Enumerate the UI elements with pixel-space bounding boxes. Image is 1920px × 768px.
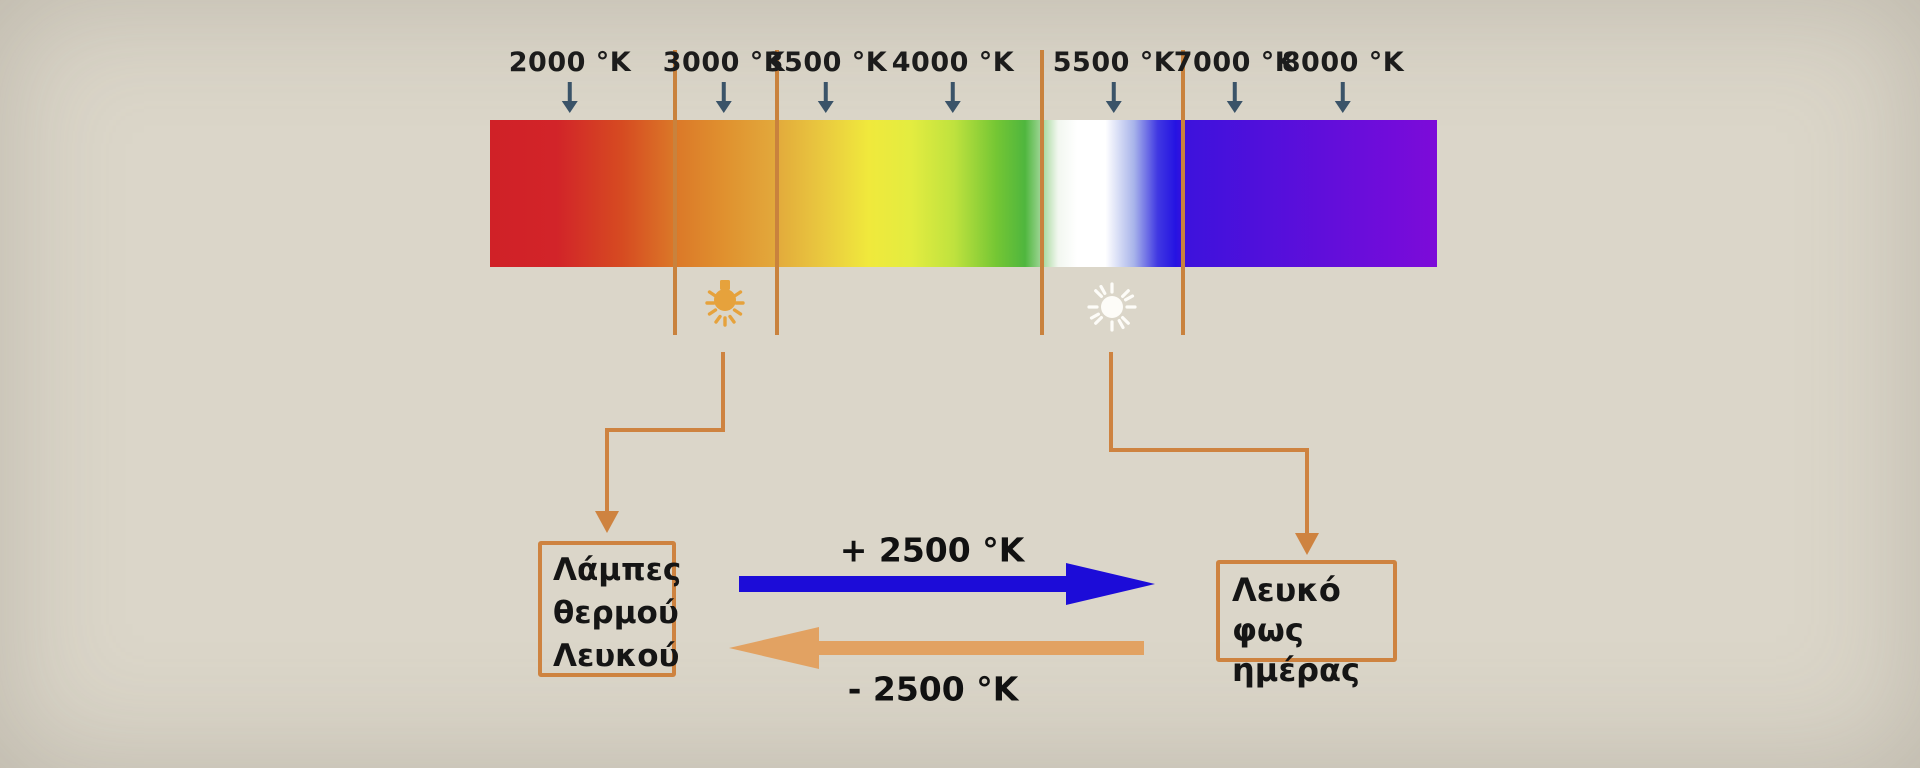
down-arrow-icon	[1106, 82, 1122, 113]
reference-line-3000k-left	[673, 50, 677, 335]
down-arrow-icon	[562, 82, 578, 113]
increase-arrow-shaft	[739, 576, 1069, 592]
warm-box-line-2: θερμού	[553, 595, 679, 631]
temperature-gradient-bar	[490, 120, 1437, 267]
tick-7000k: 7000 °K	[1174, 46, 1296, 113]
reference-line-5500k-right	[1181, 50, 1185, 335]
daylight-box-line-2: ημέρας	[1232, 651, 1360, 689]
connector-warm-vertical-bottom	[605, 428, 609, 512]
tick-8000k: 8000 °K	[1282, 46, 1404, 113]
reference-line-3000k-right	[775, 50, 779, 335]
connector-warm-horizontal	[605, 428, 725, 432]
tick-label-4000k: 4000 °K	[891, 47, 1015, 78]
reference-line-5500k-left	[1040, 50, 1044, 335]
down-arrow-icon	[1335, 82, 1351, 113]
tick-5500k: 5500 °K	[1053, 46, 1175, 113]
connector-daylight-vertical-bottom	[1305, 448, 1309, 534]
bulb-icon	[705, 280, 745, 327]
increase-arrow-head-icon	[1066, 563, 1155, 605]
increase-2500k-label: + 2500 °K	[839, 530, 1025, 570]
warm-box-line-3: Λευκού	[553, 638, 680, 674]
down-arrow-icon	[716, 82, 732, 113]
connector-warm-arrowhead-icon	[595, 511, 619, 533]
down-arrow-icon	[818, 82, 834, 113]
warm-box-line-1: Λάμπες	[553, 552, 682, 588]
down-arrow-icon	[945, 82, 961, 113]
connector-daylight-horizontal	[1109, 448, 1309, 452]
connector-daylight-vertical-top	[1109, 352, 1113, 452]
tick-label-8000k: 8000 °K	[1281, 47, 1405, 78]
connector-daylight-arrowhead-icon	[1295, 533, 1319, 555]
tick-label-2000k: 2000 °K	[508, 47, 632, 78]
decrease-2500k-label: - 2500 °K	[847, 669, 1019, 709]
tick-label-3000k: 3000 °K	[662, 47, 786, 78]
warm-white-lamps-box: Λάμπες θερμού Λευκού	[538, 541, 682, 677]
connector-warm-vertical-top	[721, 352, 725, 432]
tick-2000k: 2000 °K	[509, 46, 631, 113]
tick-3500k: 3500 °K	[765, 46, 887, 113]
tick-label-7000k: 7000 °K	[1173, 47, 1297, 78]
decrease-arrow-head-icon	[729, 627, 819, 669]
tick-label-3500k: 3500 °K	[764, 47, 888, 78]
tick-3000k: 3000 °K	[663, 46, 785, 113]
down-arrow-icon	[1227, 82, 1243, 113]
daylight-box-line-1: Λευκό φως	[1232, 571, 1341, 649]
tick-4000k: 4000 °K	[892, 46, 1014, 113]
daylight-box: Λευκό φως ημέρας	[1216, 560, 1397, 689]
sun-icon	[1087, 282, 1137, 332]
tick-label-5500k: 5500 °K	[1052, 47, 1176, 78]
decrease-arrow-shaft	[818, 641, 1144, 655]
